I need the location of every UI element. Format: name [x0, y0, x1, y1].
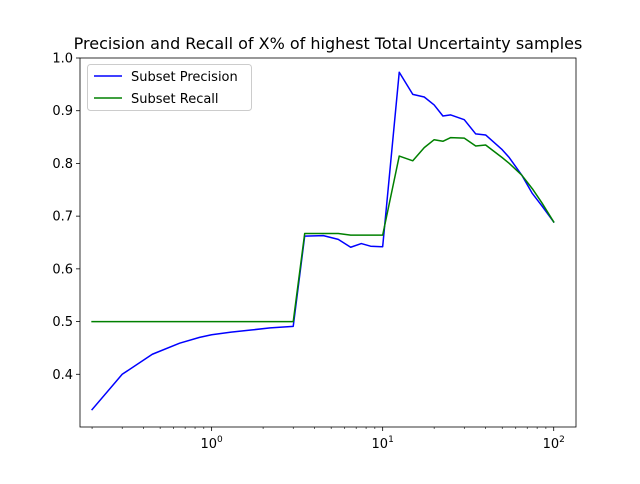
y-tick-label: 0.8: [52, 157, 73, 172]
legend-label-recall: Subset Recall: [131, 92, 219, 107]
series-line-precision: [91, 71, 555, 411]
legend: Subset Precision Subset Recall: [87, 64, 252, 111]
x-tick-label: 101: [372, 435, 394, 452]
plot-area: [91, 71, 555, 411]
y-tick-label: 0.7: [52, 210, 73, 225]
y-tick-label: 1.0: [52, 52, 73, 67]
y-tick-label: 0.9: [52, 104, 73, 119]
x-tick-label: 100: [200, 435, 223, 452]
x-tick-label: 102: [543, 435, 565, 452]
series-line-recall: [91, 136, 555, 323]
y-tick-label: 0.6: [52, 262, 73, 277]
plot-frame: [79, 57, 577, 428]
legend-box: [87, 64, 252, 111]
y-tick-label: 0.5: [52, 315, 73, 330]
y-tick-label: 0.4: [52, 368, 73, 383]
axes: 0.4 0.5 0.6 0.7 0.8 0.9 1.0 100 101 102: [52, 52, 577, 452]
chart-title: Precision and Recall of X% of highest To…: [74, 34, 583, 53]
legend-label-precision: Subset Precision: [131, 70, 238, 85]
